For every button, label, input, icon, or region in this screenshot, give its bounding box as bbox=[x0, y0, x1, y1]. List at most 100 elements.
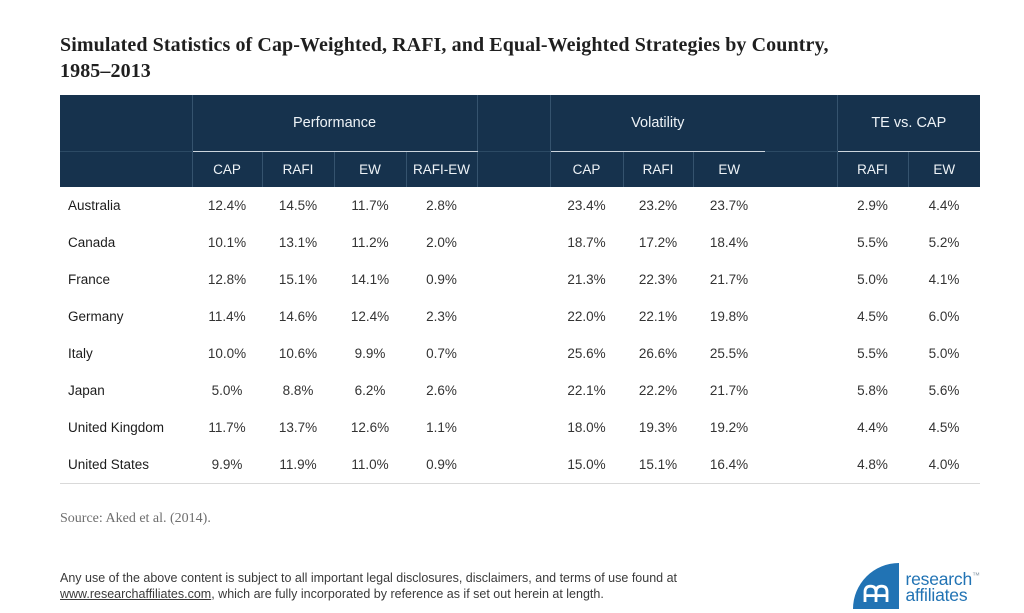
footer: Any use of the above content is subject … bbox=[60, 562, 981, 609]
table-row: Japan 5.0% 8.8% 6.2% 2.6% 22.1% 22.2% 21.7% 5.8%… bbox=[60, 372, 980, 409]
value-cell: 15.1% bbox=[623, 446, 694, 484]
value-cell: 14.1% bbox=[350, 272, 390, 287]
title-line-2: 1985–2013 bbox=[60, 60, 151, 82]
gap-cell bbox=[765, 187, 837, 224]
legal-disclaimer: Any use of the above content is subject … bbox=[60, 570, 725, 602]
header-spacer-2 bbox=[765, 95, 838, 152]
value-cell: 21.7% bbox=[709, 383, 749, 398]
value-cell: 5.5% bbox=[857, 346, 888, 361]
value-cell: 0.7% bbox=[426, 346, 457, 361]
value-cell: 4.5% bbox=[857, 309, 888, 324]
value-cell: 8.8% bbox=[282, 383, 314, 398]
country-cell: Germany bbox=[68, 309, 124, 324]
value-cell: 12.6% bbox=[350, 420, 390, 435]
table-row: Canada 10.1% 13.1% 11.2% 2.0% 18.7% 17.2% 18.4%… bbox=[60, 224, 980, 261]
value-cell: 25.6% bbox=[567, 346, 606, 361]
value-cell: 22.1% bbox=[567, 383, 606, 398]
value-cell: 6.0% bbox=[928, 309, 960, 324]
value-cell: 10.6% bbox=[278, 346, 318, 361]
value-cell: 22.1% bbox=[638, 309, 678, 324]
value-cell: 22.3% bbox=[638, 272, 678, 287]
value-cell: 25.5% bbox=[709, 346, 749, 361]
value-cell: 11.4% bbox=[208, 309, 246, 324]
table-body: Australia 12.4% 14.5% 11.7% 2.8% 23.4% 23.2% 23… bbox=[60, 187, 981, 484]
subheader-perf-rafi: RAFI bbox=[261, 151, 334, 187]
value-cell: 13.7% bbox=[278, 420, 318, 435]
table-row: United States 9.9% 11.9% 11.0% 0.9% 15.0% 15.1… bbox=[60, 446, 981, 484]
ra-monogram-glyph bbox=[863, 584, 888, 602]
subheader-perf-rafiew: RAFI-EW bbox=[405, 151, 478, 187]
country-cell: France bbox=[68, 272, 111, 287]
gap-cell bbox=[765, 372, 837, 409]
gap-cell bbox=[765, 335, 837, 372]
table-row: Germany 11.4% 14.6% 12.4% 2.3% 22.0% 22.1% 19.8… bbox=[60, 298, 980, 335]
source-note: Source: Aked et al. (2014). bbox=[60, 510, 211, 526]
subheader-perf-cap: CAP bbox=[191, 151, 262, 187]
value-cell: 11.7% bbox=[208, 420, 246, 435]
logo-word-research: research bbox=[905, 569, 973, 589]
logo-wordmark: research™ affiliates bbox=[905, 568, 981, 605]
value-cell: 10.0% bbox=[207, 346, 247, 361]
value-cell: 15.1% bbox=[278, 272, 318, 287]
value-cell: 23.2% bbox=[638, 198, 678, 213]
value-cell: 0.9% bbox=[426, 272, 457, 287]
table-row: Australia 12.4% 14.5% 11.7% 2.8% 23.4% 23.2% 23… bbox=[60, 187, 980, 224]
country-cell: United States bbox=[60, 446, 192, 484]
value-cell: 14.6% bbox=[278, 309, 318, 324]
value-cell: 10.1% bbox=[207, 235, 247, 250]
table-header: Performance Volatility TE vs. CAP CAP RA… bbox=[60, 95, 981, 187]
subheader-vol-cap: CAP bbox=[549, 151, 624, 187]
value-cell: 1.1% bbox=[426, 420, 457, 435]
value-cell: 2.0% bbox=[426, 235, 457, 250]
value-cell: 19.8% bbox=[709, 309, 749, 324]
research-affiliates-logo: research™ affiliates bbox=[852, 562, 981, 609]
trademark-symbol: ™ bbox=[972, 571, 980, 580]
table-row: Italy 10.0% 10.6% 9.9% 0.7% 25.6% 26.6% 25.5% 5.… bbox=[60, 335, 980, 372]
value-cell: 12.4% bbox=[350, 309, 390, 324]
value-cell: 12.4% bbox=[207, 198, 247, 213]
subheader-perf-ew: EW bbox=[333, 151, 406, 187]
value-cell: 14.5% bbox=[278, 198, 318, 213]
gap-cell bbox=[765, 261, 837, 298]
legal-prefix: Any use of the above content is subject … bbox=[60, 570, 677, 585]
research-affiliates-link[interactable]: www.researchaffiliates.com bbox=[60, 586, 212, 601]
country-header-blank bbox=[60, 95, 192, 152]
gap-cell bbox=[477, 298, 550, 335]
value-cell: 13.1% bbox=[278, 235, 318, 250]
statistics-table: Performance Volatility TE vs. CAP CAP RA… bbox=[60, 95, 981, 484]
subheader-te-ew: EW bbox=[907, 151, 981, 187]
subheader-vol-ew: EW bbox=[692, 151, 766, 187]
value-cell: 18.0% bbox=[567, 420, 606, 435]
value-cell: 4.5% bbox=[928, 420, 960, 435]
value-cell: 5.2% bbox=[928, 235, 960, 250]
ra-monogram-icon bbox=[852, 562, 899, 609]
subheader-spacer-1 bbox=[476, 151, 551, 187]
value-cell: 5.0% bbox=[211, 383, 243, 398]
value-cell: 2.9% bbox=[857, 198, 888, 213]
value-cell: 22.0% bbox=[567, 309, 606, 324]
value-cell: 2.6% bbox=[426, 383, 457, 398]
title-line-1: Simulated Statistics of Cap-Weighted, RA… bbox=[60, 34, 829, 56]
gap-cell bbox=[477, 409, 550, 446]
value-cell: 6.2% bbox=[354, 383, 386, 398]
header-sub-row: CAP RAFI EW RAFI-EW CAP RAFI EW RAFI EW bbox=[60, 151, 981, 187]
value-cell: 11.7% bbox=[351, 198, 389, 213]
value-cell: 21.7% bbox=[709, 272, 749, 287]
value-cell: 23.7% bbox=[709, 198, 749, 213]
gap-cell bbox=[477, 261, 550, 298]
gap-cell bbox=[477, 335, 550, 372]
value-cell: 21.3% bbox=[567, 272, 606, 287]
value-cell: 16.4% bbox=[693, 446, 766, 484]
value-cell: 18.4% bbox=[709, 235, 749, 250]
gap-cell bbox=[477, 446, 551, 484]
logo-word-affiliates: affiliates bbox=[905, 585, 968, 605]
country-cell: Italy bbox=[68, 346, 93, 361]
value-cell: 5.0% bbox=[928, 346, 960, 361]
value-cell: 0.9% bbox=[406, 446, 478, 484]
subheader-te-rafi: RAFI bbox=[836, 151, 909, 187]
value-cell: 15.0% bbox=[550, 446, 624, 484]
legal-suffix: , which are fully incorporated by refere… bbox=[211, 586, 604, 601]
gap-cell bbox=[477, 187, 550, 224]
value-cell: 11.2% bbox=[351, 235, 389, 250]
